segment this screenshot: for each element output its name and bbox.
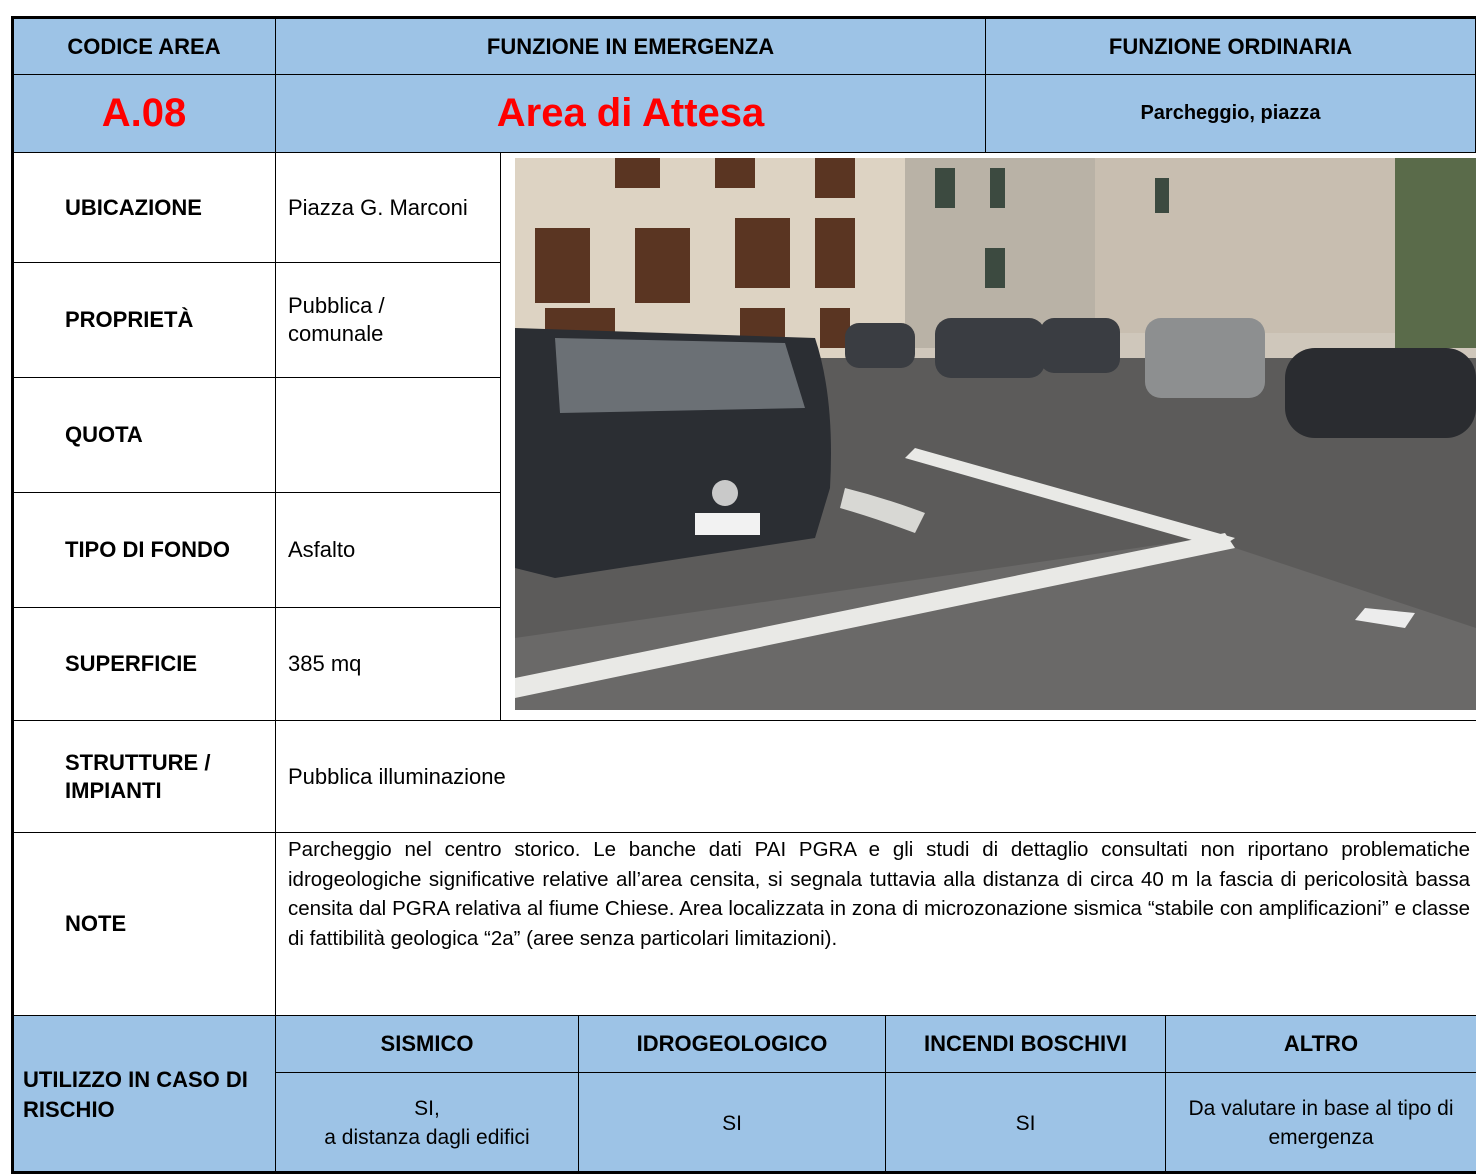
risk-value: Da valutare in base al tipo di emergenza: [1165, 1072, 1476, 1174]
risk-header: INCENDI BOSCHIVI: [885, 1015, 1166, 1073]
field-label: STRUTTURE / IMPIANTI: [12, 720, 276, 833]
note-text: Parcheggio nel centro storico. Le banche…: [275, 832, 1476, 1016]
risk-header: IDROGEOLOGICO: [578, 1015, 886, 1073]
photo: [515, 158, 1476, 710]
field-label: SUPERFICIE: [12, 607, 276, 721]
field-label: UBICAZIONE: [12, 152, 276, 263]
risk-value: SI: [578, 1072, 886, 1174]
field-label: QUOTA: [12, 377, 276, 493]
risk-value: SI, a distanza dagli edifici: [275, 1072, 579, 1174]
field-label: NOTE: [12, 832, 276, 1016]
field-label: TIPO DI FONDO: [12, 492, 276, 608]
header-cell: FUNZIONE ORDINARIA: [985, 18, 1476, 75]
risk-value: SI: [885, 1072, 1166, 1174]
header-cell: CODICE AREA: [12, 18, 276, 75]
field-label: PROPRIETÀ: [12, 262, 276, 378]
field-value: [275, 377, 501, 493]
photo-cell: [500, 152, 1476, 721]
field-value: Pubblica illuminazione: [275, 720, 1476, 833]
risk-header: ALTRO: [1165, 1015, 1476, 1073]
area-emergency-function: Area di Attesa: [275, 74, 986, 153]
field-value: Asfalto: [275, 492, 501, 608]
header-cell: FUNZIONE IN EMERGENZA: [275, 18, 986, 75]
field-value: Piazza G. Marconi: [275, 152, 501, 263]
field-value: Pubblica / comunale: [275, 262, 501, 378]
field-label: UTILIZZO IN CASO DI RISCHIO: [12, 1015, 276, 1174]
field-value: 385 mq: [275, 607, 501, 721]
area-ordinary-function: Parcheggio, piazza: [985, 74, 1476, 153]
area-code: A.08: [12, 74, 276, 153]
risk-header: SISMICO: [275, 1015, 579, 1073]
